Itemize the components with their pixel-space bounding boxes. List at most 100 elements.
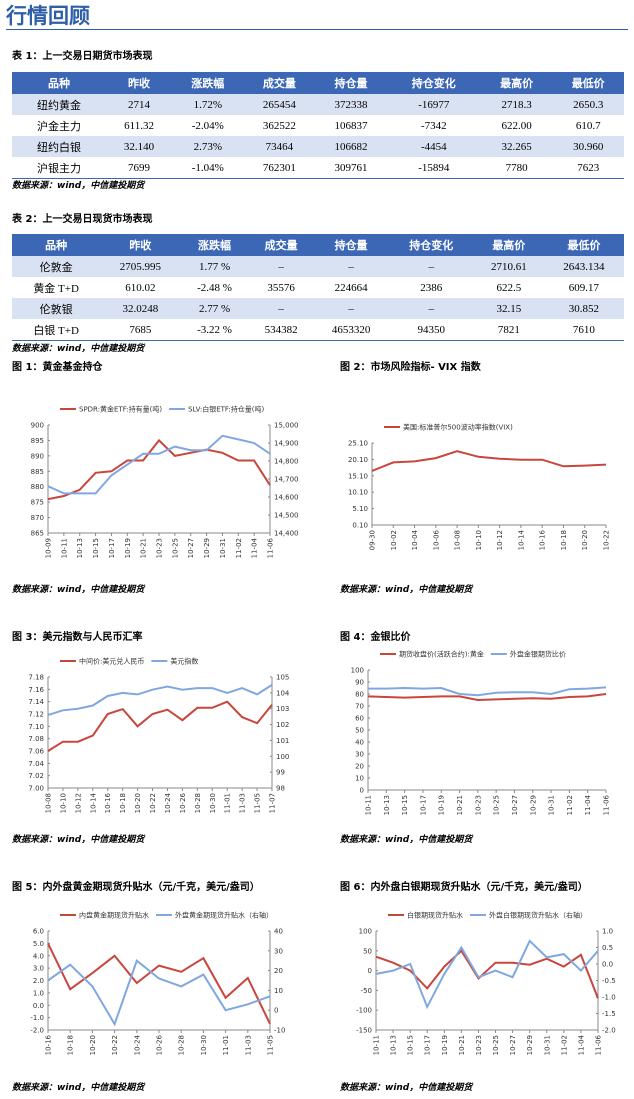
- y-tick-label: 40: [355, 739, 364, 747]
- y-tick-label: -0.5: [602, 977, 616, 985]
- table-cell: 73464: [243, 136, 316, 157]
- x-tick-label: 11-04: [577, 1034, 585, 1055]
- y-tick-label: 0.0: [602, 961, 613, 969]
- table-cell: 纽约黄金: [12, 94, 107, 115]
- legend-label: SPDR:黄金ETF:持有量(吨): [79, 405, 162, 414]
- header-cell: 持仓变化: [386, 72, 481, 94]
- header-cell: 持仓量: [313, 234, 389, 256]
- table-cell: 534382: [264, 323, 298, 336]
- source: 数据来源：wind，中信建投期货: [340, 1083, 473, 1093]
- x-tick-label: 10-23: [475, 1035, 483, 1055]
- x-tick-label: 10-14: [517, 529, 525, 550]
- x-tick-label: 10-21: [458, 1035, 466, 1055]
- table-cell: 沪金主力: [37, 120, 82, 133]
- header-cell: 最低价: [543, 234, 624, 256]
- y-tick-label: 0: [274, 1007, 278, 1015]
- chart: 865 870 875 880 885 890 895 900 14,400 14,500 14,6…: [31, 405, 299, 559]
- source: 数据来源：wind，中信建投期货: [12, 181, 145, 191]
- y-tick-label: 50: [363, 947, 372, 955]
- x-tick-label: 10-12: [74, 793, 82, 813]
- y-tick-label: 30: [274, 947, 283, 955]
- table: 品种 昨收 涨跌幅 成交量 持仓量 持仓变化 最高价 最低价 伦敦金 2705.995 1.77 %…: [12, 234, 624, 341]
- x-tick-label: 11-01: [224, 793, 232, 813]
- table-cell: -16977: [386, 94, 481, 115]
- table-cell: 94350: [417, 323, 445, 336]
- table-cell: 32.0248: [100, 298, 181, 319]
- x-tick-label: 11-03: [244, 1035, 252, 1055]
- y-tick-label: 890: [31, 452, 44, 460]
- x-tick-label: 10-14: [89, 792, 97, 813]
- header-cell: 涨跌幅: [180, 234, 249, 256]
- table-cell: 2650.3: [552, 94, 624, 115]
- x-tick-label: 10-28: [194, 793, 202, 813]
- y-tick-label: 100: [351, 667, 364, 675]
- x-tick-label: 10-11: [365, 795, 373, 815]
- x-tick-label: 10-11: [60, 538, 68, 558]
- table-cell: –: [248, 256, 314, 277]
- series-line: [47, 959, 271, 1027]
- y-tick-label: 20: [274, 967, 283, 975]
- x-tick-label: 10-02: [390, 530, 398, 550]
- chart: 7.00 7.02 7.04 7.06 7.08 7.10 7.12 7.14 7.16 7.18…: [28, 657, 290, 814]
- table-cell: 伦敦银: [12, 298, 101, 319]
- y-tick-label: 10: [355, 775, 364, 783]
- header-cell: 最低价: [552, 72, 624, 94]
- series-line: [375, 939, 599, 1010]
- series-line: [47, 942, 271, 1025]
- table-cell: –: [313, 298, 389, 319]
- table-cell: 2643.134: [543, 256, 624, 277]
- y-tick-label: 10.10: [348, 489, 368, 497]
- x-tick-label: 10-19: [438, 795, 446, 815]
- x-tick-label: 10-17: [419, 795, 427, 815]
- x-tick-label: 10-27: [187, 538, 195, 558]
- x-tick-label: 10-24: [133, 1034, 141, 1055]
- x-tick-label: 10-31: [543, 1035, 551, 1055]
- figure-caption: 图 4：金银比价: [340, 632, 411, 643]
- y-tick-label: 1.0: [602, 928, 613, 936]
- table-cell: 35576: [267, 281, 295, 294]
- x-tick-label: 11-01: [222, 1035, 230, 1055]
- table-cell: 106837: [334, 119, 368, 132]
- table-cell: 2718.3: [480, 94, 553, 115]
- table-cell: 7623: [577, 161, 600, 174]
- header-cell: 昨收: [100, 234, 181, 256]
- table-cell: -15894: [418, 161, 450, 174]
- x-tick-label: 10-23: [474, 795, 482, 815]
- x-tick-label: 10-30: [200, 1035, 208, 1055]
- header-cell: 持仓量: [315, 72, 387, 94]
- table-row: 沪银主力 7699 -1.04% 762301 309761 -15894 7780 7623: [12, 157, 624, 179]
- y-tick-label: -10: [274, 1027, 285, 1035]
- table-cell: 309761: [334, 161, 368, 174]
- figure-caption: 图 2：市场风险指标- VIX 指数: [340, 362, 481, 373]
- y-tick-label: -1.5: [602, 1010, 616, 1018]
- y-tick-label: -2.0: [602, 1027, 616, 1035]
- table-cell: 30.852: [543, 298, 624, 319]
- legend-label: 期货收盘价(活跃合约):黄金: [399, 650, 484, 659]
- legend-label: 外盘黄金期现货升贴水（右轴）: [175, 911, 273, 920]
- y-tick-label: 880: [31, 483, 44, 491]
- table-cell: 762301: [262, 161, 296, 174]
- source: 数据来源：wind，中信建投期货: [12, 1083, 145, 1093]
- header-cell: 成交量: [248, 234, 314, 256]
- table-cell: 362522: [262, 119, 296, 132]
- y-tick-label: 7.04: [28, 760, 44, 768]
- page-title: 行情回顾: [6, 4, 90, 28]
- series-line: [367, 693, 607, 702]
- x-tick-label: 10-19: [441, 1035, 449, 1055]
- y-tick-label: 885: [31, 468, 44, 476]
- table-cell: 7610: [572, 323, 595, 336]
- y-tick-label: 0.10: [352, 522, 368, 530]
- table-cell: 沪银主力: [37, 162, 82, 175]
- x-tick-label: 10-20: [134, 793, 142, 813]
- y-tick-label: 10: [274, 987, 283, 995]
- x-tick-label: 11-06: [595, 1034, 603, 1055]
- x-tick-label: 10-29: [203, 538, 211, 558]
- x-tick-label: 10-08: [454, 530, 462, 550]
- x-tick-label: 10-15: [92, 538, 100, 558]
- y-tick-label: 90: [355, 679, 364, 687]
- chart: -150 -100 -50 0 50 100 -2.0 -1.5 -1.0 -0.5 0.0 0.5 1…: [356, 911, 616, 1056]
- x-tick-label: 10-25: [493, 795, 501, 815]
- y-tick-label: 60: [355, 715, 364, 723]
- y-tick-label: 7.18: [28, 674, 44, 682]
